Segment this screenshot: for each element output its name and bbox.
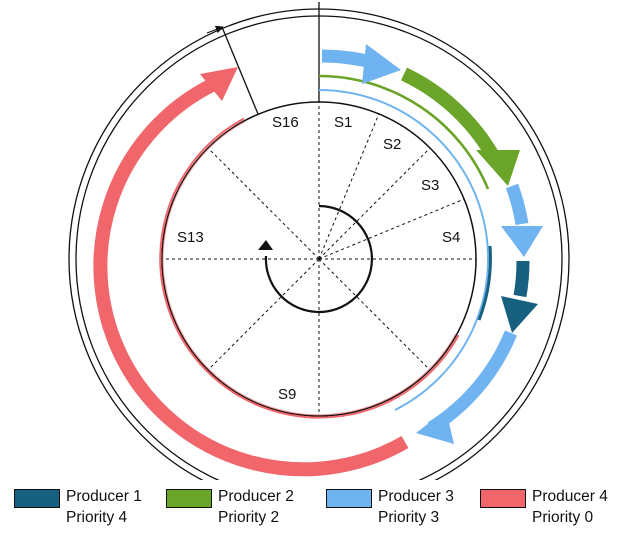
- producer3-arrowhead-1: [362, 44, 401, 84]
- legend-producer4-priority: Priority 0: [532, 509, 594, 526]
- boundary-dimension-arrow: [206, 25, 224, 34]
- rotation-direction-arrow: [264, 204, 374, 314]
- legend-swatch-producer1: [14, 489, 60, 508]
- producer3-reserved-arc: [318, 89, 490, 411]
- legend-producer3-label: Producer 3: [378, 488, 454, 505]
- producer4-reserved-arc-inner: [162, 120, 457, 416]
- slot-label-s1: S1: [334, 114, 352, 131]
- rotation-arrowhead-icon: [258, 240, 273, 250]
- legend-producer1-priority: Priority 4: [66, 509, 128, 526]
- legend-producer2-label: Producer 2: [218, 488, 294, 505]
- legend-swatch-producer4: [480, 489, 526, 508]
- ring-schedule-diagram: S1 S2 S3 S4 S9 S13 S16: [68, 2, 570, 480]
- producer4-arrow: [93, 77, 409, 477]
- producer4-arrowhead: [200, 67, 238, 101]
- legend-producer2-priority: Priority 2: [218, 509, 280, 526]
- producer3-arrowhead-2: [501, 226, 543, 257]
- producer4-reserved-arc: [159, 117, 460, 419]
- producer1-reserved-arc: [477, 245, 492, 321]
- slot-dividers: [162, 102, 476, 416]
- legend-swatch-producer3: [326, 489, 372, 508]
- legend-producer3-priority: Priority 3: [378, 509, 440, 526]
- slot-boundary-line: [221, 26, 259, 115]
- producer3-arrowhead-3: [416, 410, 454, 444]
- producer1-arrow: [513, 260, 530, 298]
- slot-label-s4: S4: [442, 229, 460, 246]
- producer3-arrow-2: [505, 183, 529, 226]
- slot-label-s9: S9: [278, 386, 296, 403]
- slot-label-s2: S2: [383, 136, 401, 153]
- legend: Producer 1 Priority 4 Producer 2 Priorit…: [0, 482, 624, 554]
- legend-swatch-producer2: [166, 489, 212, 508]
- legend-producer1-label: Producer 1: [66, 488, 142, 505]
- producer2-arrowhead: [476, 150, 520, 186]
- slot-label-s3: S3: [421, 177, 439, 194]
- producer1-arrowhead: [501, 296, 538, 333]
- slot-label-s13: S13: [177, 229, 204, 246]
- slot-label-s16: S16: [272, 114, 299, 131]
- producer2-arrow: [400, 67, 500, 160]
- producer2-reserved-arc: [318, 74, 490, 190]
- legend-producer4-label: Producer 4: [532, 488, 608, 505]
